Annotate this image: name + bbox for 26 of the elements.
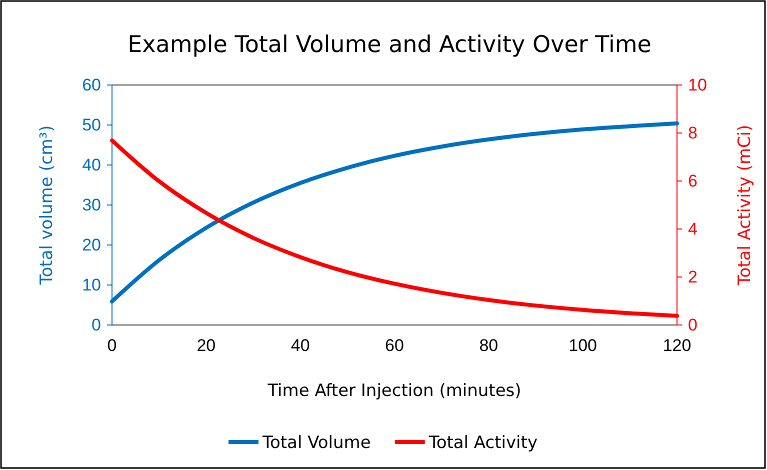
y2-tick-label: 8: [688, 123, 698, 142]
y2-tick-label: 4: [688, 219, 698, 238]
y-tick-label: 20: [82, 235, 101, 254]
legend-label: Total Activity: [428, 433, 538, 453]
y2-axis-title: Total Activity (mCi): [735, 124, 755, 286]
x-tick-label: 80: [479, 336, 498, 356]
y-tick-label: 50: [82, 115, 101, 134]
x-tick-label: 100: [568, 336, 598, 356]
chart-title: Example Total Volume and Activity Over Time: [128, 32, 652, 58]
x-tick-label: 0: [107, 336, 117, 356]
x-tick-label: 120: [662, 336, 692, 356]
x-tick-label: 60: [385, 336, 404, 356]
y-tick-label: 60: [82, 75, 101, 94]
legend-label: Total Volume: [261, 433, 371, 453]
y-axis-title: Total volume (cm³): [37, 125, 57, 286]
y2-tick-label: 10: [688, 75, 707, 94]
x-tick-label: 40: [290, 336, 310, 356]
y-tick-label: 0: [92, 315, 101, 334]
y-tick-label: 10: [82, 275, 101, 294]
x-tick-label: 20: [196, 336, 216, 356]
y2-tick-label: 0: [688, 315, 698, 334]
y-tick-label: 30: [82, 195, 101, 214]
y-tick-label: 40: [82, 155, 101, 174]
y2-tick-label: 6: [688, 171, 698, 190]
y2-tick-label: 2: [688, 267, 698, 286]
x-axis-title: Time After Injection (minutes): [266, 381, 522, 401]
